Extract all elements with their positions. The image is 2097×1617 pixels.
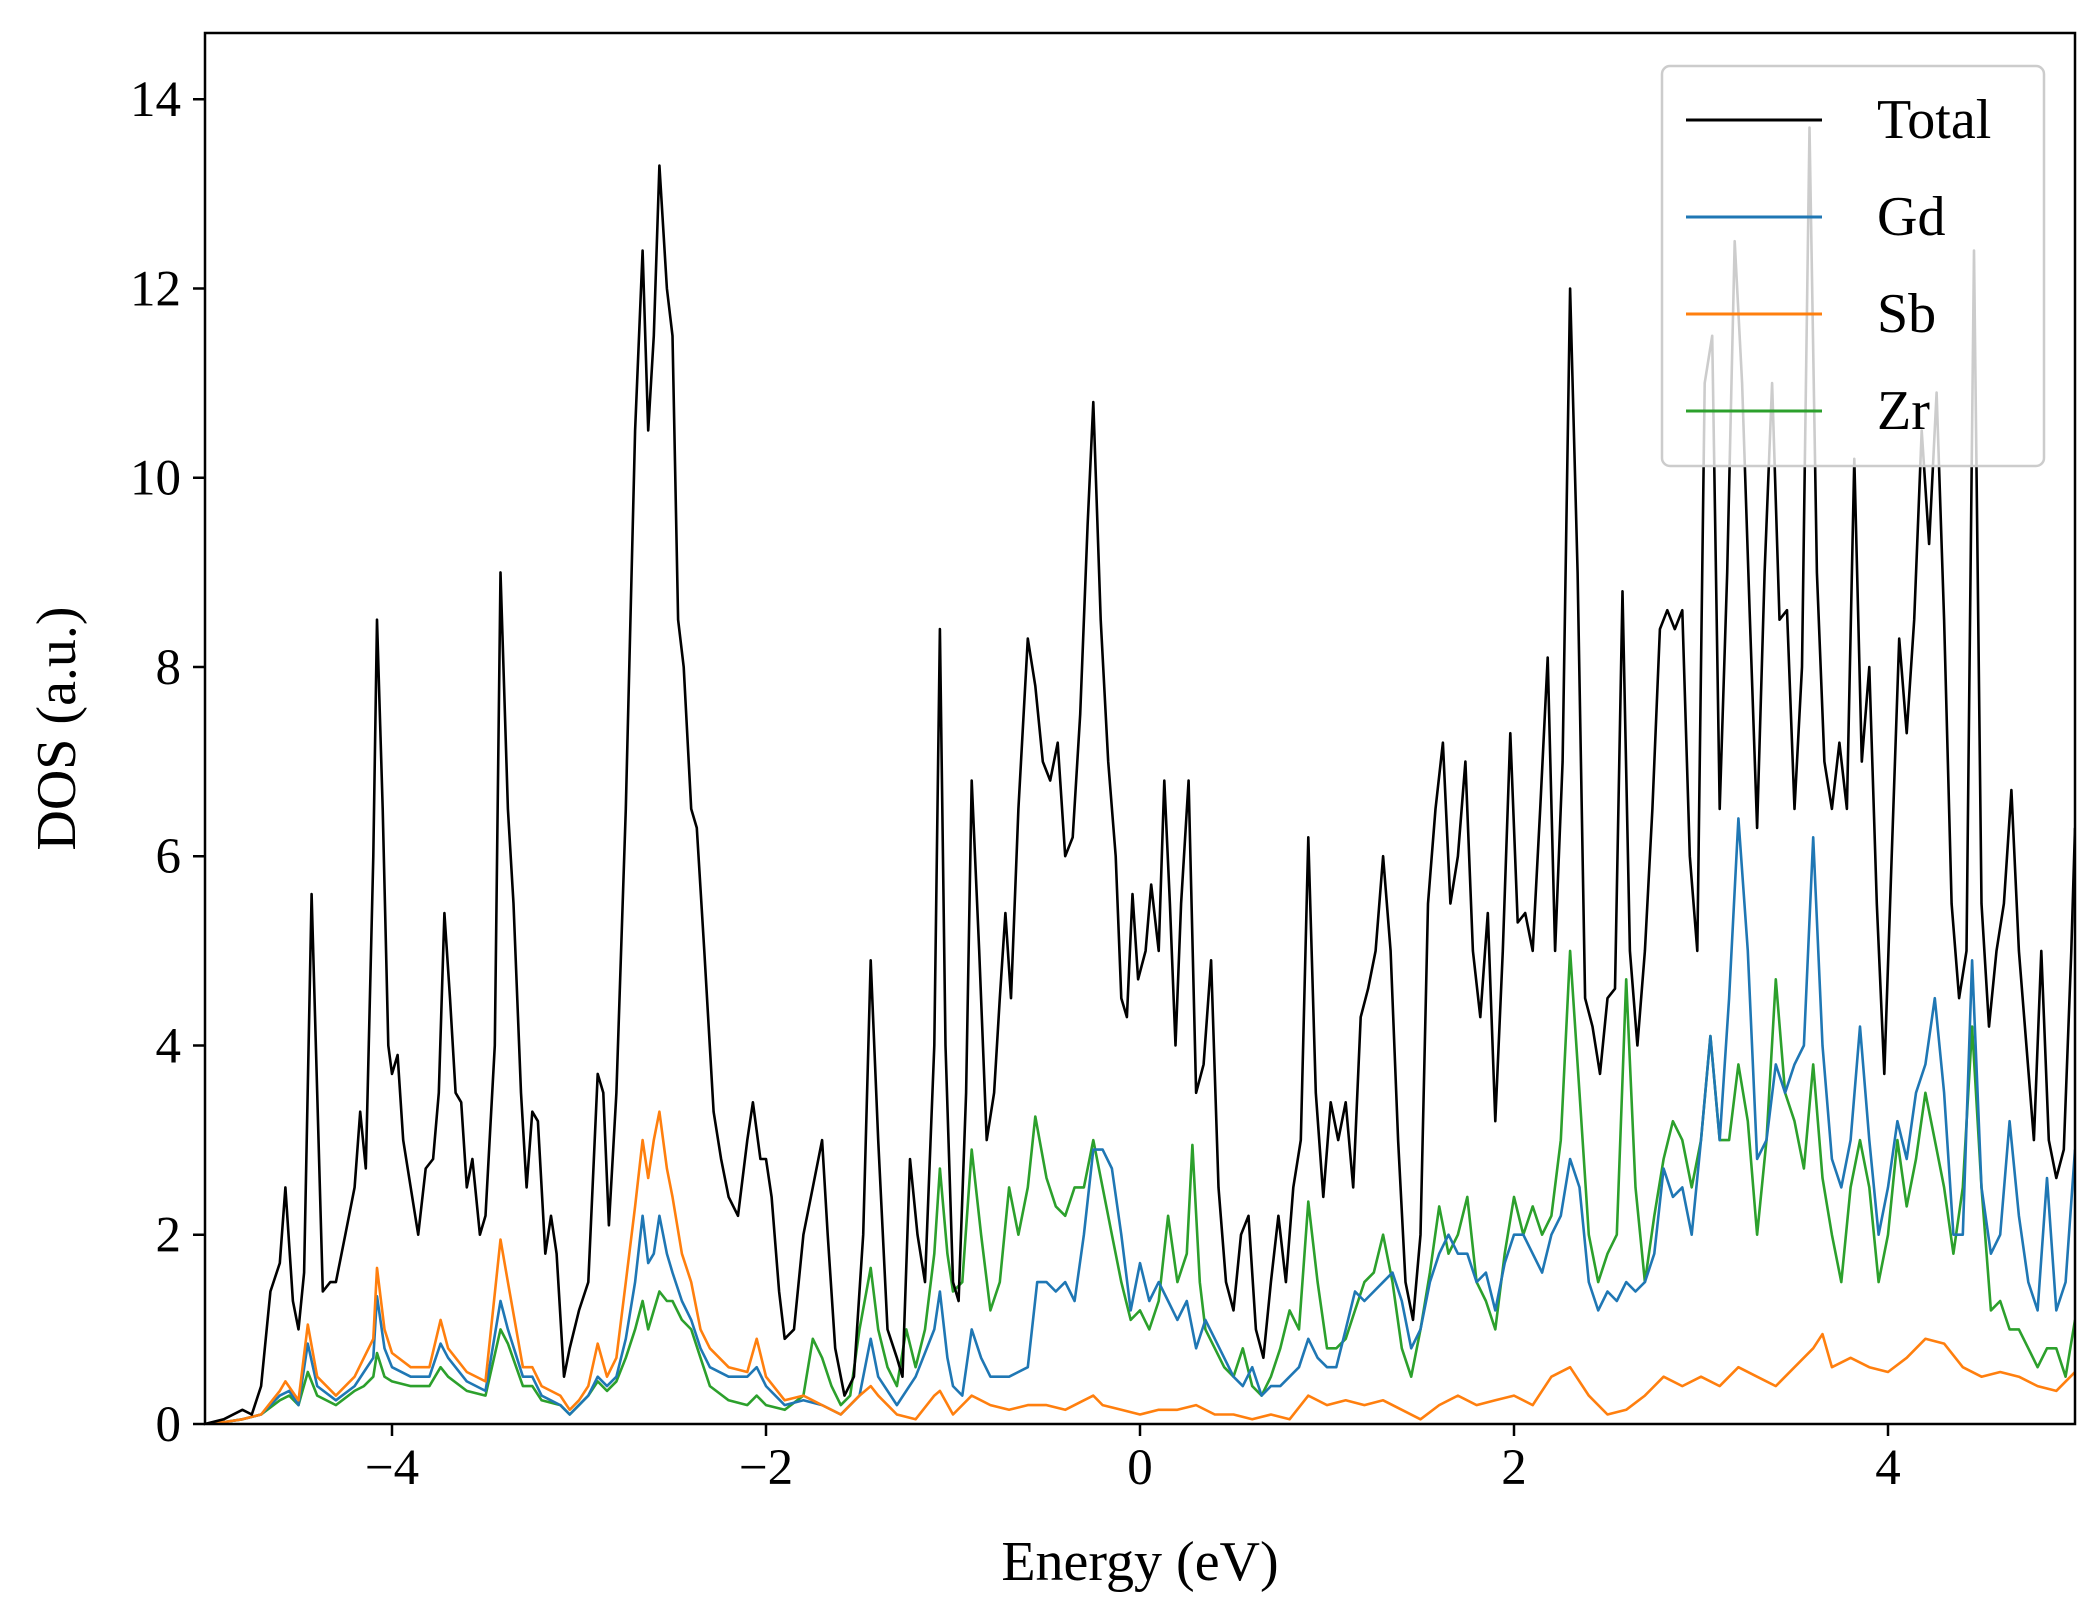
y-axis-label: DOS (a.u.)	[26, 606, 88, 850]
x-tick-label: 0	[1127, 1440, 1153, 1496]
series-line-zr	[205, 949, 2075, 1424]
y-tick-label: 0	[156, 1397, 182, 1453]
x-tick-label: −2	[739, 1440, 793, 1496]
x-tick-label: 2	[1501, 1440, 1527, 1496]
x-tick-label: 4	[1875, 1440, 1901, 1496]
plot-area	[205, 126, 2075, 1424]
y-tick-label: 6	[156, 829, 182, 885]
series-line-gd	[205, 817, 2075, 1424]
y-tick-label: 14	[130, 72, 181, 128]
legend-entry: Sb	[1877, 283, 1936, 345]
x-axis-label: Energy (eV)	[1001, 1531, 1278, 1593]
y-tick-label: 10	[130, 451, 181, 507]
legend: Total Gd Sb Zr	[1660, 64, 2046, 468]
series-line-sb	[205, 1110, 2075, 1424]
series-line-total	[205, 126, 2075, 1424]
legend-box	[1660, 64, 2046, 468]
x-tick-label: −4	[365, 1440, 419, 1496]
axis-ticks: −4 −2 0 2 4 0 2 4 6 8 10 12 14	[130, 72, 1901, 1496]
legend-entry: Zr	[1877, 380, 1930, 442]
y-tick-label: 4	[156, 1018, 182, 1074]
y-tick-label: 8	[156, 640, 182, 696]
y-tick-label: 12	[130, 261, 181, 317]
y-tick-label: 2	[156, 1208, 182, 1264]
legend-entry: Gd	[1877, 186, 1945, 248]
legend-entry: Total	[1877, 89, 1991, 151]
